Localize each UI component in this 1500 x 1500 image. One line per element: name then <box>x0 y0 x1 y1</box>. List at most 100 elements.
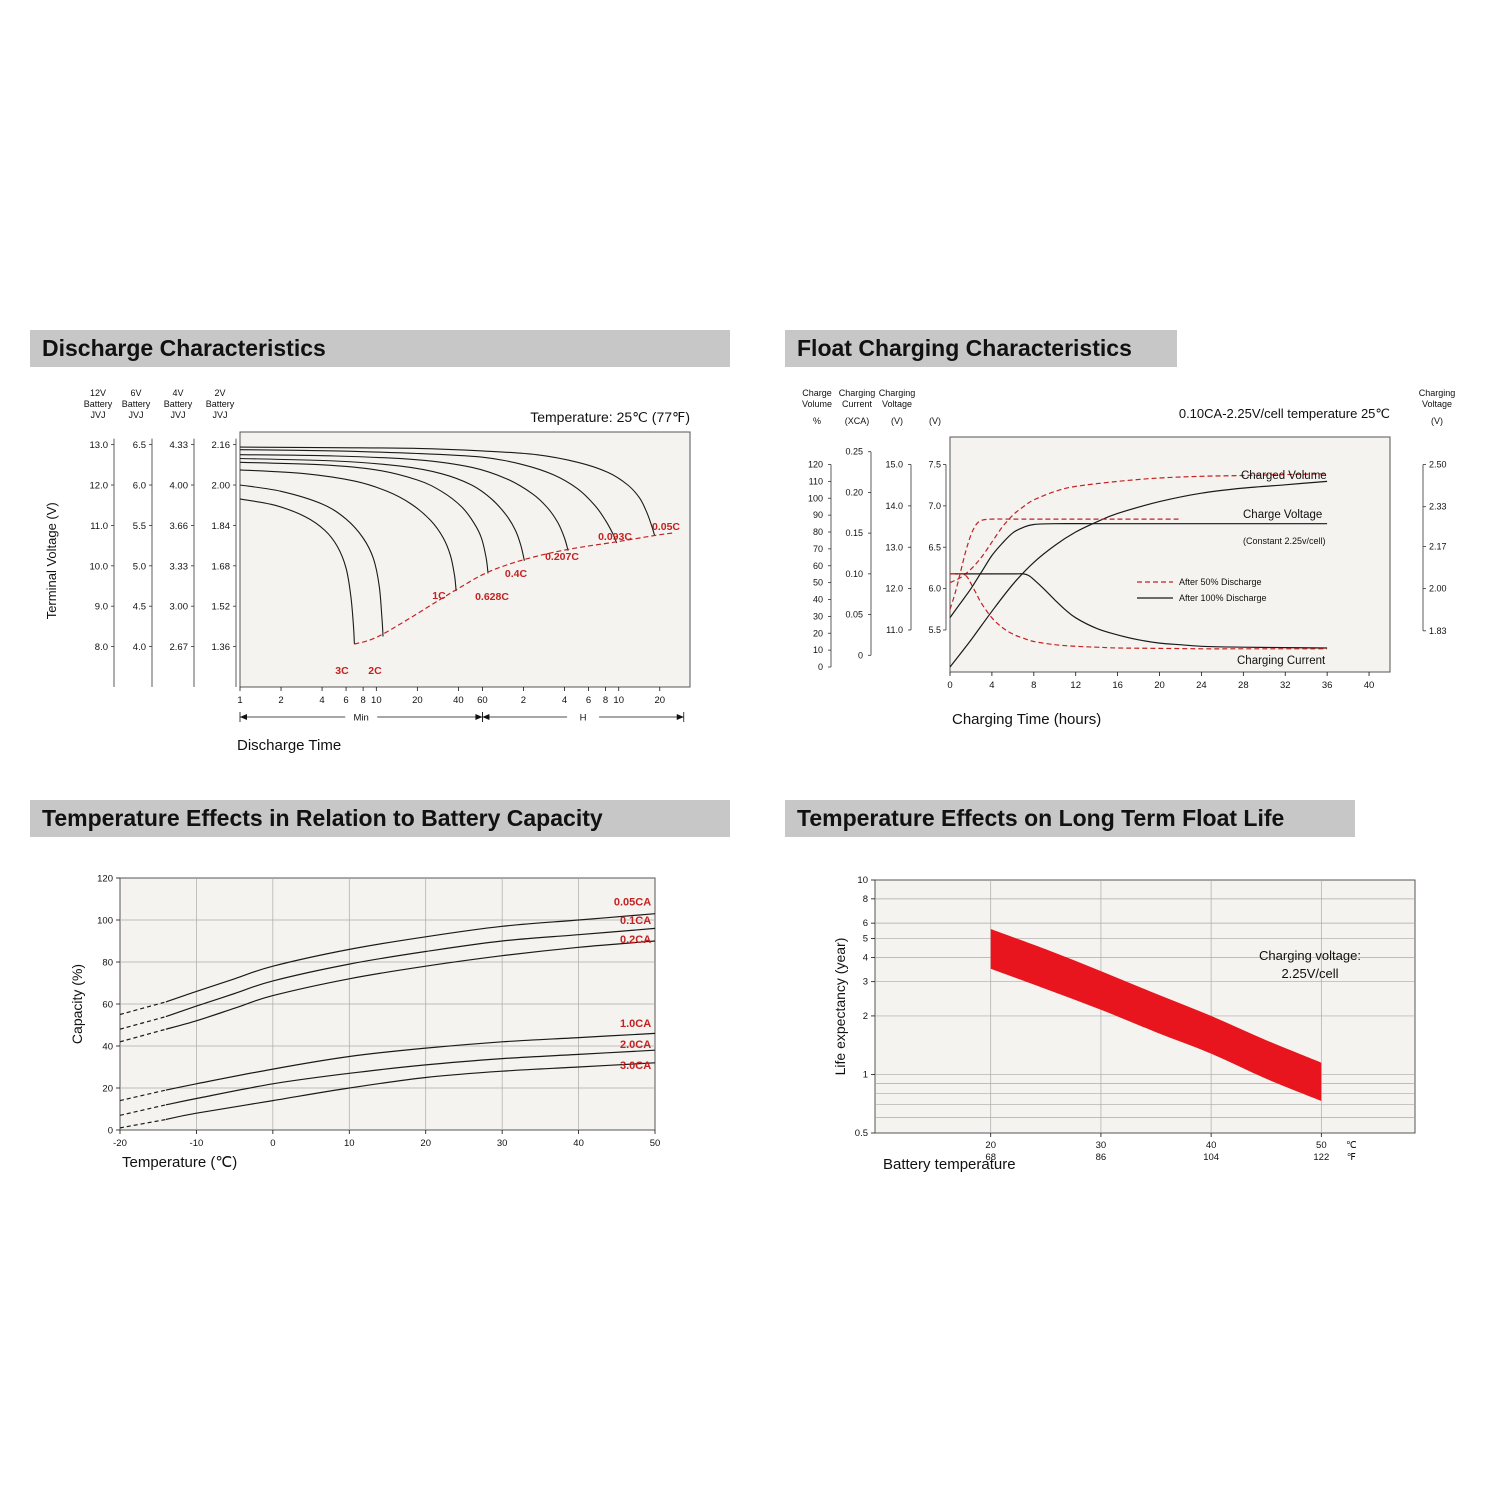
axis-tick-label: 60 <box>813 561 823 571</box>
y-tick-label: 5 <box>863 934 868 945</box>
axis-tick-label: 90 <box>813 510 823 520</box>
curve-charging-current-100 <box>950 573 1328 649</box>
axis-tick-label: 2.16 <box>212 440 231 451</box>
axis-tick-label: 110 <box>809 476 823 486</box>
fahrenheit-unit: ℉ <box>1347 1152 1356 1163</box>
axis-tick-label: 14.0 <box>885 501 903 511</box>
axis-column-header: 4V <box>172 388 183 398</box>
x-axis-title: Charging Time (hours) <box>952 711 1101 728</box>
axis-tick-label: 0.15 <box>845 528 863 538</box>
axis-tick-label: 7.0 <box>928 501 941 511</box>
x-tick-label: 12 <box>1070 680 1081 691</box>
curve-label: Charged Volume <box>1241 470 1327 482</box>
x-tick-label: 50 <box>650 1138 661 1149</box>
axis-column-header: Battery <box>206 399 235 409</box>
x-tick-label: 20 <box>654 695 665 706</box>
x-tick-label: 1 <box>237 695 242 706</box>
curve-0.628C <box>239 461 489 574</box>
curve-2C <box>239 484 384 637</box>
axis-tick-label: 2.00 <box>212 481 231 492</box>
header-temperature-capacity: Temperature Effects in Relation to Batte… <box>30 800 730 837</box>
axis-tick-label: 11.0 <box>90 521 108 532</box>
curve-1.0CA-dashed <box>119 1089 167 1102</box>
float-charging-chart: 0.10CA-2.25V/cell temperature 25℃ChargeV… <box>802 388 1456 728</box>
x-tick-label: 8 <box>1031 680 1036 691</box>
celsius-unit: ℃ <box>1346 1140 1357 1151</box>
x-tick-label: 6 <box>343 695 348 706</box>
annotation: 2.25V/cell <box>1281 966 1338 981</box>
curve-label: 0.207C <box>545 551 579 563</box>
axis-tick-label: 0 <box>858 650 863 660</box>
x-axis-title: Discharge Time <box>237 737 341 754</box>
axis-tick-label: 0 <box>818 662 823 672</box>
axis-unit: (XCA) <box>845 416 870 426</box>
header-discharge-characteristics: Discharge Characteristics <box>30 330 730 367</box>
x-tick-label: 30 <box>497 1138 508 1149</box>
time-unit-label: Min <box>354 713 369 724</box>
curve-3.0CA-dashed <box>119 1118 167 1129</box>
path <box>475 714 483 720</box>
axis-tick-label: 1.83 <box>1429 626 1447 636</box>
x-tick-label-celsius: 40 <box>1206 1140 1217 1151</box>
curve-2.0CA <box>165 1049 656 1106</box>
x-tick-label: 20 <box>420 1138 431 1149</box>
legend-after-100-discharge: After 100% Discharge <box>1179 593 1267 603</box>
curve-0.1CA <box>165 927 656 1018</box>
curve-label: 0.05C <box>652 521 680 533</box>
axis-tick-label: 2.00 <box>1429 584 1447 594</box>
axis-tick-label: 5.5 <box>928 625 941 635</box>
curve-charged-volume-50 <box>949 473 1328 584</box>
curve-0.05CA-dashed <box>119 1001 167 1016</box>
x-tick-label: 8 <box>360 695 365 706</box>
x-tick-label: 20 <box>1154 680 1165 691</box>
y-tick-label: 120 <box>97 874 113 885</box>
axis-column-header: 12V <box>90 388 106 398</box>
axis-tick-label: 3.33 <box>170 561 189 572</box>
x-tick-label-fahrenheit: 104 <box>1203 1152 1219 1163</box>
curve-1.0CA <box>165 1032 656 1091</box>
curve-label: 0.1CA <box>620 915 651 927</box>
y-axis-title: Life expectancy (year) <box>832 938 848 1076</box>
y-axis-title: Capacity (%) <box>69 964 85 1044</box>
axis-tick-label: 1.68 <box>212 561 231 572</box>
path <box>240 714 247 720</box>
curve-charging-current-50 <box>950 572 1328 650</box>
x-tick-label-fahrenheit: 68 <box>985 1152 996 1163</box>
x-tick-label: 24 <box>1196 680 1207 691</box>
y-tick-label: 1 <box>863 1069 868 1080</box>
x-tick-label: 4 <box>562 695 567 706</box>
y-tick-label: 80 <box>102 958 113 969</box>
axis-tick-label: 6.5 <box>133 440 146 451</box>
curve-label: Charge Voltage <box>1243 509 1322 521</box>
axis-tick-label: 1.52 <box>212 602 231 613</box>
curve-0.1CA-dashed <box>119 1016 167 1030</box>
discharge-characteristics-chart: Temperature: 25℃ (77℉)12VBatteryJVJ13.01… <box>44 388 691 754</box>
x-tick-label: 28 <box>1238 680 1249 691</box>
curve-label: 0.4C <box>505 568 528 580</box>
axis-tick-label: 0.10 <box>845 569 863 579</box>
axis-tick-label: 10 <box>813 645 823 655</box>
x-tick-label: 10 <box>344 1138 355 1149</box>
axis-column-header: Current <box>842 399 873 409</box>
axis-tick-label: 2.33 <box>1429 502 1447 512</box>
axis-column-header: Charging <box>1419 388 1456 398</box>
y-tick-label: 40 <box>102 1042 113 1053</box>
plot-area <box>949 436 1391 673</box>
x-tick-label: 4 <box>319 695 324 706</box>
axis-unit: % <box>813 416 821 426</box>
x-tick-label: 36 <box>1322 680 1333 691</box>
curve-charge-voltage-100 <box>949 523 1328 618</box>
axis-tick-label: 6.0 <box>133 481 146 492</box>
axis-tick-label: 4.0 <box>133 642 146 653</box>
y-tick-label: 0.5 <box>855 1128 868 1139</box>
axis-tick-label: 0.20 <box>845 487 863 497</box>
x-tick-label-fahrenheit: 122 <box>1313 1152 1329 1163</box>
x-tick-label: -10 <box>190 1138 204 1149</box>
axis-tick-label: 9.0 <box>95 602 108 613</box>
axis-column-header: JVJ <box>128 410 143 420</box>
axis-column-header: JVJ <box>212 410 227 420</box>
axis-tick-label: 2.67 <box>170 642 189 653</box>
curve-3C <box>239 498 355 645</box>
x-tick-label: 10 <box>371 695 382 706</box>
cutoff-line <box>354 532 674 645</box>
